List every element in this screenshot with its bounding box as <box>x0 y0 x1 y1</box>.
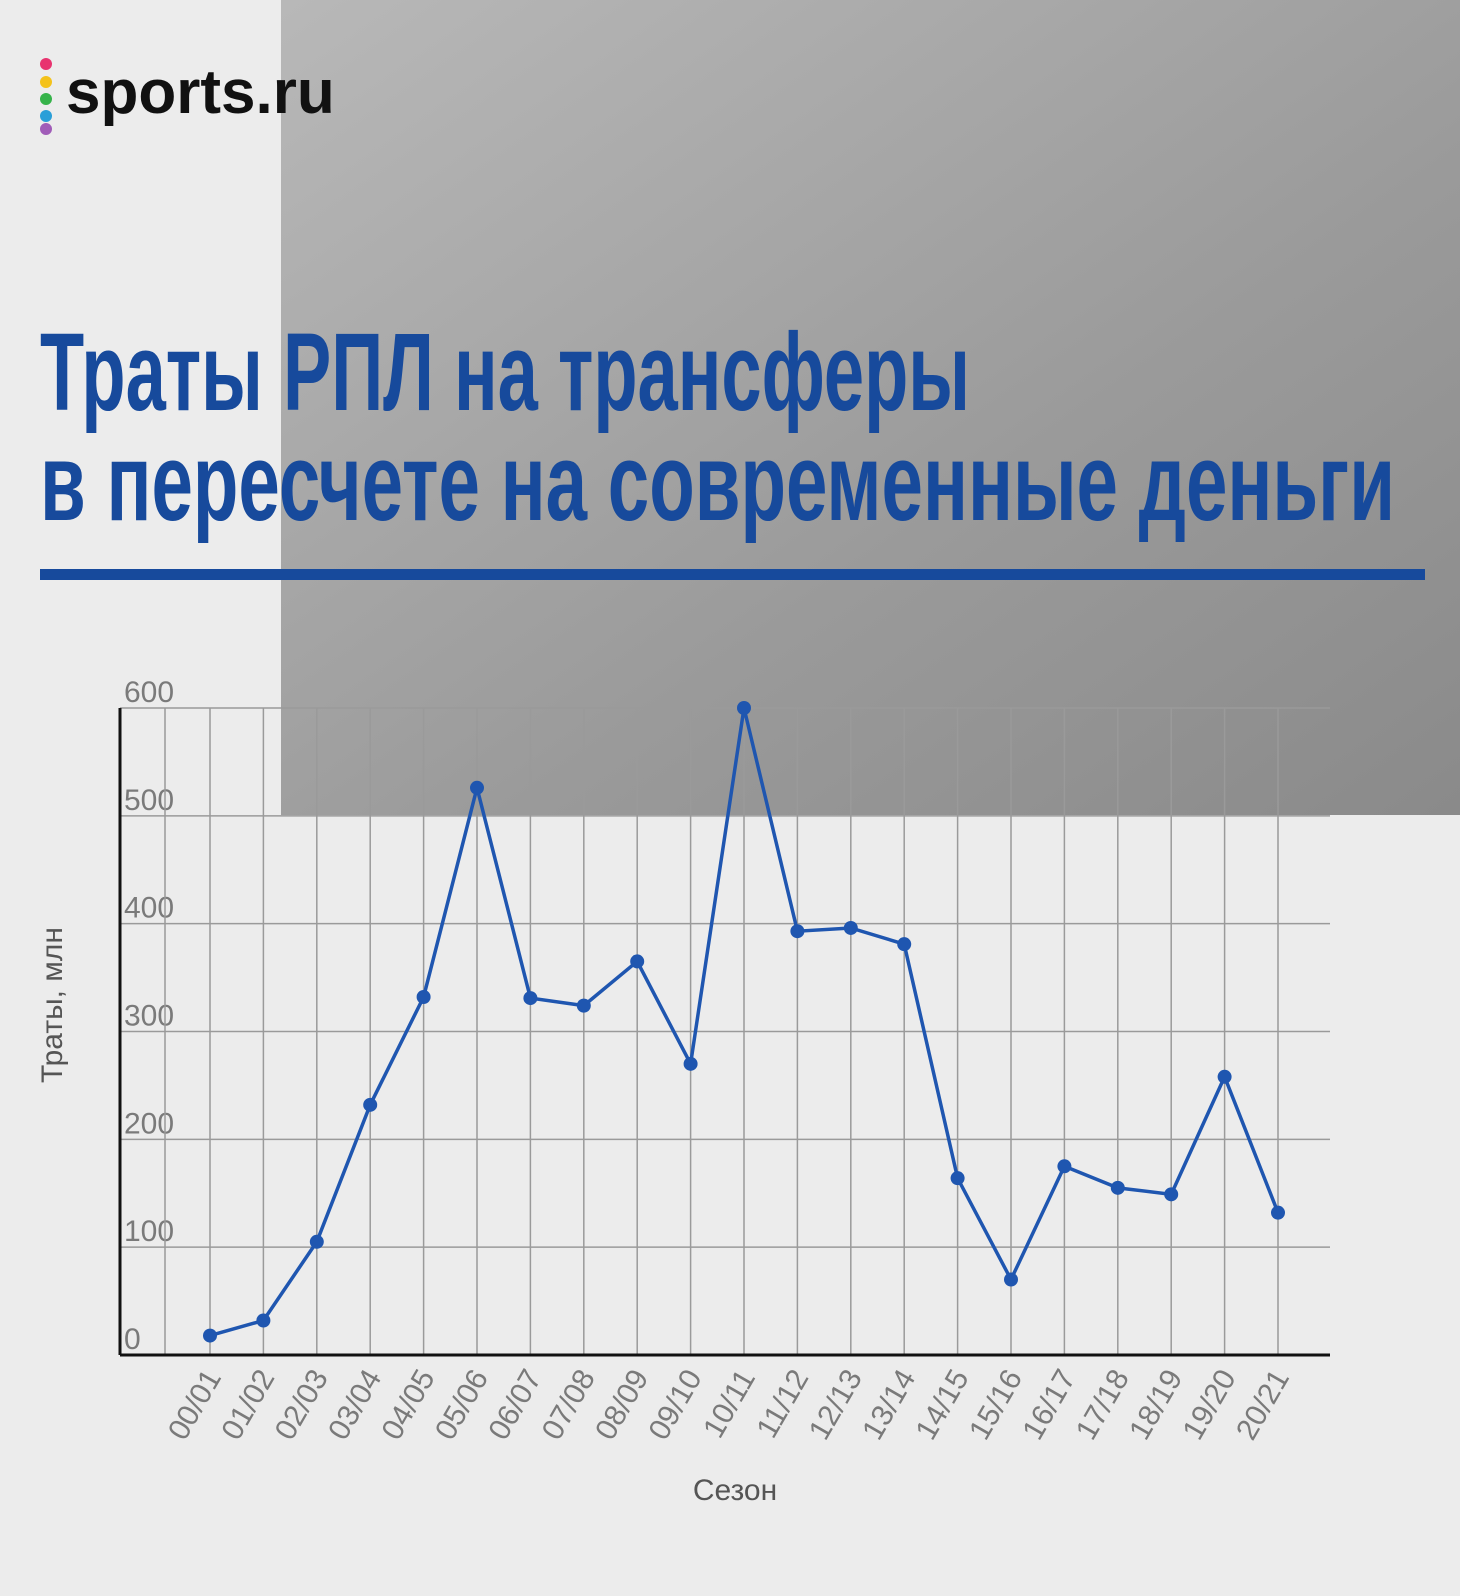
data-point <box>576 998 591 1013</box>
y-tick-label: 600 <box>124 676 174 709</box>
data-point <box>897 937 912 952</box>
data-point <box>309 1234 324 1249</box>
data-point <box>523 991 538 1006</box>
data-point <box>1110 1180 1125 1195</box>
data-point <box>363 1097 378 1112</box>
data-point <box>1271 1205 1285 1220</box>
data-point <box>470 780 484 795</box>
y-tick-label: 300 <box>124 1000 174 1033</box>
data-point <box>950 1171 965 1186</box>
logo: sports.ru <box>66 58 335 127</box>
x-axis-label: Сезон <box>693 1474 777 1507</box>
y-axis-label: Траты, млн <box>36 927 69 1083</box>
y-tick-label: 500 <box>124 784 174 817</box>
data-point <box>416 989 431 1004</box>
photo <box>281 0 1460 815</box>
data-point <box>790 924 805 939</box>
y-tick-label: 0 <box>124 1323 141 1356</box>
data-point <box>1057 1159 1072 1174</box>
y-tick-label: 100 <box>124 1215 174 1248</box>
data-point <box>683 1056 698 1071</box>
data-point <box>1217 1069 1232 1084</box>
data-point <box>630 954 645 969</box>
data-point <box>203 1328 217 1343</box>
data-point <box>256 1313 271 1328</box>
data-point <box>1164 1187 1179 1202</box>
data-point <box>737 701 751 715</box>
y-tick-label: 400 <box>124 892 174 925</box>
data-point <box>843 920 858 935</box>
title-rule <box>40 569 1425 580</box>
title-line: Траты РПЛ на трансферы <box>40 311 970 434</box>
data-point <box>1004 1272 1018 1287</box>
title-line: в пересчете на современные деньги <box>40 421 1395 544</box>
y-tick-label: 200 <box>124 1107 174 1140</box>
logo-dots <box>40 58 52 135</box>
